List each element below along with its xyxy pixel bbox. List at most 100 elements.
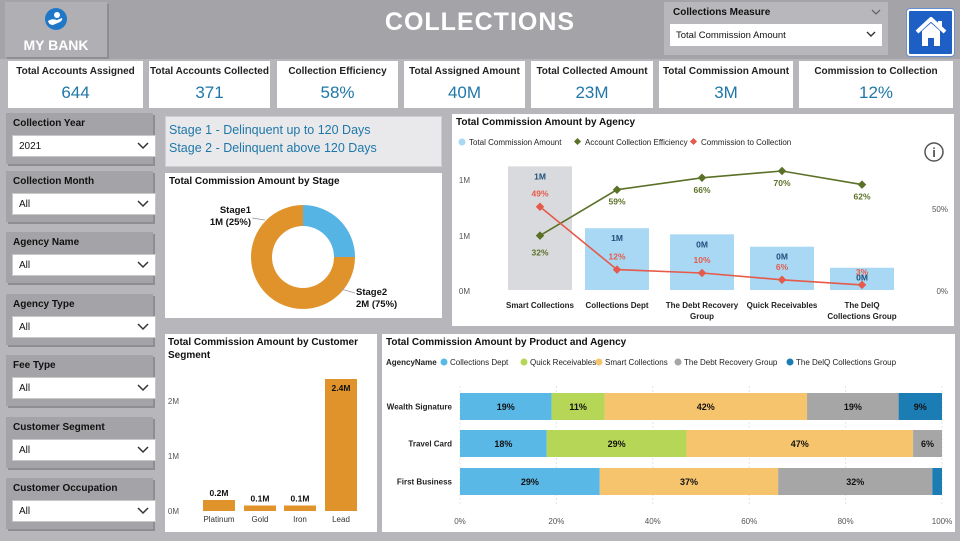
chevron-down-icon[interactable] <box>137 138 149 152</box>
stacked-segment[interactable] <box>778 468 933 495</box>
commission-ratio-point[interactable] <box>612 265 622 274</box>
stacked-segment-label: 9% <box>914 402 927 412</box>
stacked-segment[interactable] <box>460 393 552 420</box>
slicer-dropdown[interactable]: All <box>12 316 156 338</box>
stage-info-line1: Stage 1 - Delinquent up to 120 Days <box>169 123 371 137</box>
legend-title: AgencyName <box>386 358 437 367</box>
stacked-segment[interactable] <box>686 430 914 457</box>
kpi-title: Total Commission Amount <box>662 66 790 77</box>
efficiency-label: 32% <box>531 248 548 258</box>
kpi-value: 23M <box>575 83 609 102</box>
agency-bar[interactable] <box>585 228 649 290</box>
stacked-segment[interactable] <box>604 393 808 420</box>
stacked-segment[interactable] <box>460 430 547 457</box>
slicer-customer-occupation[interactable]: Customer Occupation All <box>6 478 156 529</box>
commission-ratio-point[interactable] <box>697 268 707 278</box>
slicer-dropdown[interactable]: All <box>12 193 156 215</box>
stacked-segment[interactable] <box>898 393 942 420</box>
efficiency-point[interactable] <box>777 166 787 176</box>
slicer-dropdown[interactable]: 2021 <box>12 135 156 157</box>
donut-slice-stage2[interactable] <box>251 205 355 309</box>
x-axis-tick: 80% <box>838 517 854 526</box>
slicer-customer-segment[interactable]: Customer Segment All <box>6 417 156 468</box>
slicer-dropdown[interactable]: All <box>12 254 156 276</box>
stacked-segment-label: 19% <box>497 402 515 412</box>
stacked-segment[interactable] <box>807 393 899 420</box>
segment-bar[interactable] <box>325 379 357 511</box>
legend-marker <box>786 358 794 366</box>
chevron-down-icon[interactable] <box>137 442 149 456</box>
agency-category-label: Smart Collections <box>506 301 575 310</box>
product-category-label: First Business <box>397 478 453 487</box>
agency-bar[interactable] <box>508 166 572 290</box>
commission-ratio-label: 10% <box>693 255 710 265</box>
segment-bar-label: 0.1M <box>251 494 270 504</box>
segment-bar[interactable] <box>244 505 276 512</box>
efficiency-label: 66% <box>693 185 710 195</box>
y-axis-tick-left: 1M <box>459 176 470 185</box>
stacked-segment[interactable] <box>551 393 605 420</box>
slicer-value: All <box>19 383 31 394</box>
measure-label: Collections Measure <box>673 7 771 18</box>
chevron-down-icon[interactable] <box>865 29 877 39</box>
stacked-segment-label: 32% <box>846 477 864 487</box>
efficiency-label: 59% <box>608 197 625 207</box>
y-axis-tick-right: 0% <box>936 287 948 296</box>
commission-ratio-label: 49% <box>531 189 548 199</box>
y-axis-tick: 1M <box>168 452 179 461</box>
stacked-segment[interactable] <box>913 430 942 457</box>
segment-bar[interactable] <box>203 500 235 511</box>
legend-marker <box>674 358 682 366</box>
stacked-segment[interactable] <box>932 468 942 495</box>
slicer-collection-month[interactable]: Collection Month All <box>6 171 156 222</box>
chart-title: Total Commission Amount by Agency <box>456 117 636 128</box>
chart-commission-by-product-agency: Total Commission Amount by Product and A… <box>382 334 955 532</box>
y-axis-tick-right: 50% <box>932 205 948 214</box>
donut-label-value: 1M (25%) <box>210 217 251 228</box>
slicer-value: 2021 <box>19 141 42 152</box>
chevron-down-icon[interactable] <box>137 380 149 394</box>
slicer-label: Agency Type <box>13 299 75 310</box>
info-icon[interactable] <box>924 142 944 162</box>
efficiency-point[interactable] <box>697 173 707 183</box>
slicer-dropdown[interactable]: All <box>12 500 156 522</box>
slicer-fee-type[interactable]: Fee Type All <box>6 355 156 406</box>
efficiency-point[interactable] <box>612 185 622 194</box>
chart-commission-by-stage: Total Commission Amount by Stage Stage1 1… <box>165 173 442 318</box>
donut-slice-stage1[interactable] <box>303 205 355 257</box>
stacked-segment[interactable] <box>546 430 687 457</box>
page-title: COLLECTIONS <box>384 8 576 36</box>
measure-selector[interactable]: Collections Measure Total Commission Amo… <box>664 2 888 55</box>
slicer-label: Customer Segment <box>13 422 105 433</box>
slicer-label: Agency Name <box>13 237 80 248</box>
stage-info-line2: Stage 2 - Delinquent above 120 Days <box>169 141 377 155</box>
kpi-title: Total Collected Amount <box>536 66 648 77</box>
home-button[interactable] <box>907 9 954 56</box>
chevron-down-icon[interactable] <box>137 319 149 333</box>
stacked-segment-label: 19% <box>844 402 862 412</box>
chevron-down-icon[interactable] <box>137 503 149 517</box>
slicer-agency-type[interactable]: Agency Type All <box>6 294 156 345</box>
segment-bar[interactable] <box>284 505 316 512</box>
commission-ratio-point[interactable] <box>857 280 867 290</box>
stacked-segment[interactable] <box>599 468 779 495</box>
segment-category-label: Lead <box>332 515 350 524</box>
agency-bar[interactable] <box>670 234 734 290</box>
slicer-agency-name[interactable]: Agency Name All <box>6 232 156 283</box>
legend-label: Collections Dept <box>450 358 509 367</box>
efficiency-point[interactable] <box>857 180 867 189</box>
chevron-up-icon[interactable] <box>870 7 882 17</box>
measure-dropdown[interactable]: Total Commission Amount <box>670 24 882 46</box>
legend-marker <box>440 358 448 366</box>
stacked-segment[interactable] <box>460 468 600 495</box>
slicer-dropdown[interactable]: All <box>12 377 156 399</box>
kpi-collection-efficiency: Collection Efficiency 58% <box>277 61 398 108</box>
stacked-segment-label: 29% <box>608 439 626 449</box>
efficiency-label: 62% <box>853 192 870 202</box>
x-axis-tick: 60% <box>741 517 757 526</box>
kpi-total-collected-amount: Total Collected Amount 23M <box>531 61 653 108</box>
slicer-dropdown[interactable]: All <box>12 439 156 461</box>
slicer-collection-year[interactable]: Collection Year 2021 <box>6 113 156 164</box>
chevron-down-icon[interactable] <box>137 257 149 271</box>
chevron-down-icon[interactable] <box>137 196 149 210</box>
